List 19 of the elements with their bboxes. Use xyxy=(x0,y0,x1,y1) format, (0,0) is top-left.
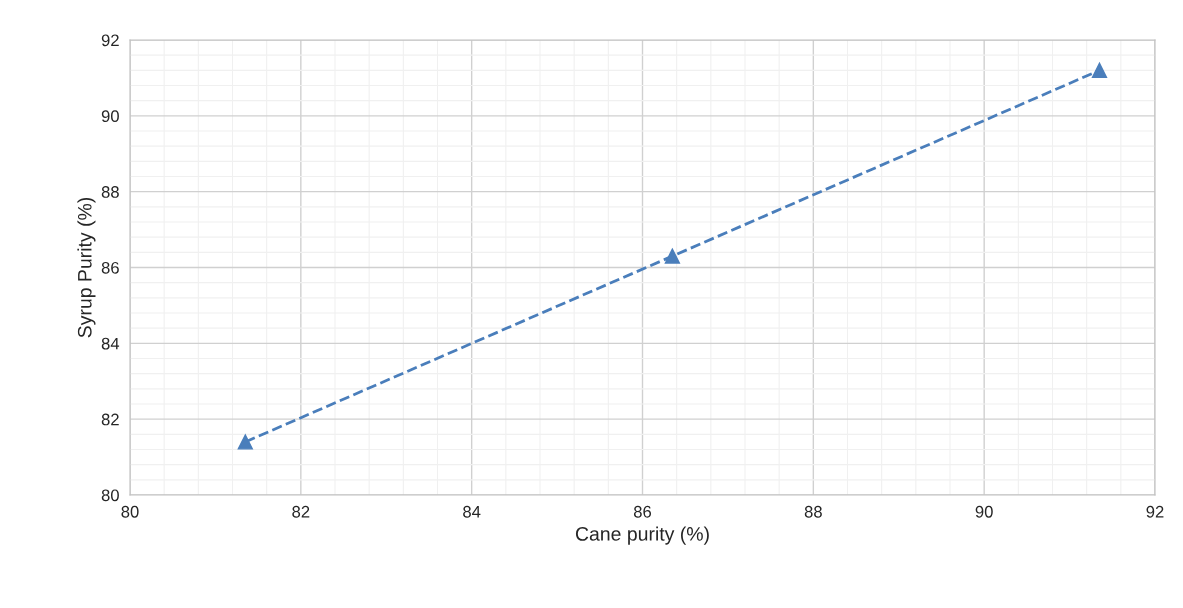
y-tick-label: 88 xyxy=(101,186,119,198)
y-tick-label: 90 xyxy=(101,110,119,123)
x-tick-label: 84 xyxy=(463,505,481,518)
x-tick-label: 88 xyxy=(804,505,822,518)
x-tick-label: 82 xyxy=(292,505,310,518)
y-tick-label: 86 xyxy=(101,261,119,274)
x-tick-label: 80 xyxy=(121,505,139,518)
x-axis-title: Cane purity (%) xyxy=(575,526,709,545)
y-tick-label: 84 xyxy=(101,337,120,350)
point xyxy=(237,434,253,450)
y-tick-label: 80 xyxy=(101,489,119,502)
x-tick-label: 92 xyxy=(1146,505,1164,518)
y-tick-label: 92 xyxy=(101,34,119,47)
x-tick-label: 90 xyxy=(975,505,993,518)
point xyxy=(1091,62,1108,78)
point xyxy=(664,248,681,264)
y-tick-label: 82 xyxy=(101,413,119,426)
x-tick-label: 86 xyxy=(633,505,652,518)
y-axis-title: Syrup Purity (%) xyxy=(77,197,96,338)
